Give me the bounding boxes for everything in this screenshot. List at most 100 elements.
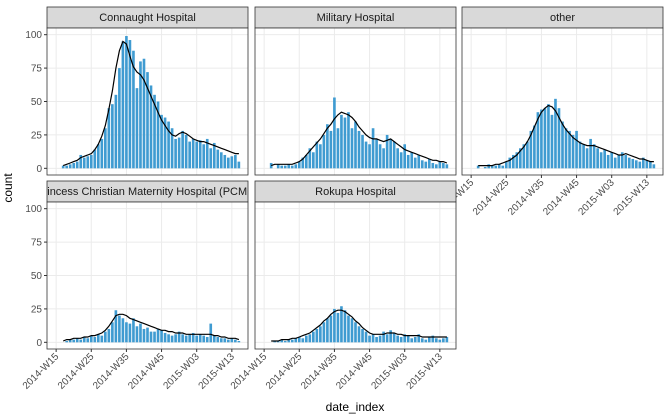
bar xyxy=(571,134,575,169)
bar xyxy=(111,322,114,343)
x-tick-label: 2015-W13 xyxy=(612,177,653,218)
bar xyxy=(132,50,135,169)
bar xyxy=(403,144,407,169)
bar xyxy=(280,165,284,169)
bar xyxy=(557,108,561,169)
bar xyxy=(326,124,329,169)
bar xyxy=(438,339,442,343)
bar xyxy=(184,134,188,169)
y-tick-label: 75 xyxy=(31,64,43,75)
bar xyxy=(237,340,241,343)
bar xyxy=(420,160,424,169)
bar xyxy=(483,166,487,169)
bar xyxy=(276,340,280,343)
x-tick-label: 2014-W45 xyxy=(541,177,582,218)
bar xyxy=(227,339,230,343)
bar xyxy=(273,340,276,343)
bar xyxy=(139,323,142,343)
bar xyxy=(219,338,223,343)
bar xyxy=(212,142,216,169)
bar xyxy=(290,165,294,169)
panel: Princess Christian Maternity Hospital (P… xyxy=(21,180,249,392)
bar xyxy=(389,330,392,343)
x-tick-label: 2015-W03 xyxy=(369,351,410,392)
bar xyxy=(442,338,445,343)
bar xyxy=(191,138,195,169)
bar xyxy=(645,160,649,169)
bar xyxy=(315,328,319,343)
bar xyxy=(276,164,280,169)
bar xyxy=(445,164,449,169)
bar xyxy=(216,149,220,169)
bar xyxy=(149,331,153,343)
y-tick-label: 100 xyxy=(25,30,42,41)
x-tick-label: 2014-W25 xyxy=(56,351,97,392)
x-tick-label: 2014-W35 xyxy=(91,351,132,392)
bar xyxy=(420,338,424,343)
bar xyxy=(442,162,445,169)
bar xyxy=(312,331,315,343)
bar xyxy=(139,61,142,169)
bar xyxy=(283,165,287,169)
bar xyxy=(501,165,505,169)
bar xyxy=(86,338,90,343)
bar xyxy=(142,58,146,169)
bar xyxy=(188,334,191,343)
bar xyxy=(287,164,291,169)
bar xyxy=(504,161,508,169)
x-tick-label: 2014-W45 xyxy=(334,351,375,392)
bar xyxy=(132,318,135,343)
y-tick-label: 25 xyxy=(31,304,43,315)
bar xyxy=(599,152,603,169)
bar xyxy=(396,335,399,343)
bar xyxy=(184,335,188,343)
x-tick-label: 2014-W25 xyxy=(471,177,512,218)
bar xyxy=(371,128,375,169)
panel: Rokupa Hospital2014-W152014-W252014-W352… xyxy=(229,180,457,392)
bar xyxy=(364,141,368,169)
bar xyxy=(385,134,389,169)
y-tick-label: 50 xyxy=(31,271,43,282)
bar xyxy=(413,157,417,169)
strip-label: Connaught Hospital xyxy=(99,12,196,24)
strip-label: other xyxy=(550,12,575,24)
bar xyxy=(347,112,350,169)
bar xyxy=(529,130,533,169)
bar xyxy=(209,323,213,343)
bar xyxy=(121,318,125,343)
bar xyxy=(410,338,414,343)
bar xyxy=(403,334,407,343)
bar xyxy=(269,162,273,169)
bar xyxy=(104,128,107,169)
bar xyxy=(424,161,428,169)
bar xyxy=(396,148,399,169)
panel: Connaught Hospital 0 25 50 75 100 xyxy=(25,6,249,176)
bar xyxy=(297,336,301,343)
bar xyxy=(385,334,389,343)
bar xyxy=(533,125,536,169)
bar xyxy=(336,128,340,169)
bar xyxy=(114,310,118,343)
bar xyxy=(536,112,540,169)
bar xyxy=(72,162,76,169)
bar xyxy=(153,331,156,343)
bar xyxy=(354,322,357,343)
bar xyxy=(431,162,435,169)
bar xyxy=(125,36,128,169)
panel: Military Hospital xyxy=(254,6,457,176)
bar xyxy=(111,104,114,169)
x-tick-label: 2015-W03 xyxy=(576,177,617,218)
bar xyxy=(575,130,578,169)
trend-line xyxy=(62,313,240,342)
bar xyxy=(304,154,308,169)
bar xyxy=(357,130,361,169)
panel-border xyxy=(254,27,457,176)
bar xyxy=(540,109,543,169)
bar xyxy=(223,338,227,343)
bar xyxy=(326,318,329,343)
bar xyxy=(202,144,206,169)
bar xyxy=(65,340,68,343)
bar xyxy=(606,154,610,169)
bar xyxy=(308,148,312,169)
bar xyxy=(75,161,79,169)
